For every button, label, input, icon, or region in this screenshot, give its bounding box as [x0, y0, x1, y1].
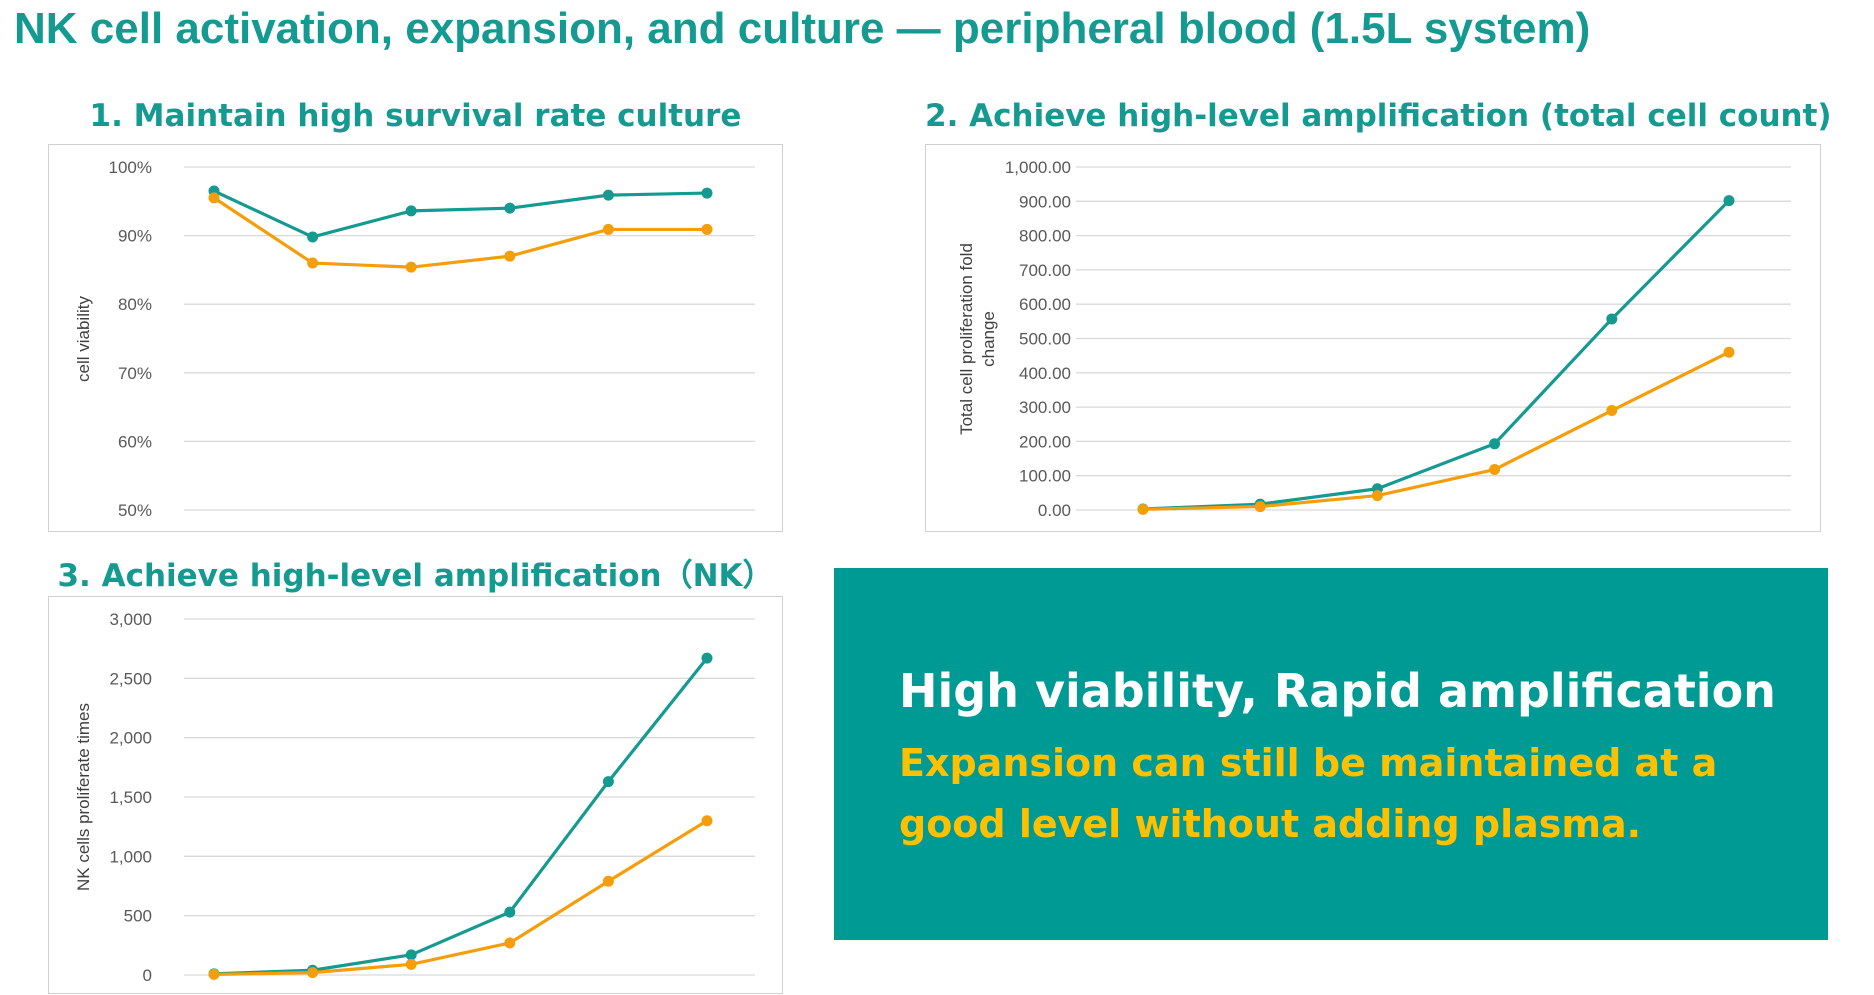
- data-point: [701, 815, 713, 827]
- chart-title-nk: 3. Achieve high-level amplification（NK）: [57, 558, 774, 594]
- series-line-1: [1142, 199, 1731, 511]
- y-tick-label: 200.00: [1019, 432, 1071, 451]
- y-tick-label: 0: [143, 966, 152, 985]
- y-axis-label: cell viability: [74, 296, 93, 382]
- callout-body: Expansion can still be maintained at a g…: [899, 741, 1718, 846]
- data-point: [405, 949, 417, 961]
- data-point: [504, 250, 516, 262]
- y-tick-label: 400.00: [1019, 364, 1071, 383]
- data-point: [405, 205, 417, 217]
- page-title: NK cell activation, expansion, and cultu…: [14, 4, 1591, 53]
- data-point: [504, 937, 516, 949]
- series-line-1: [213, 189, 708, 239]
- data-point: [405, 958, 417, 970]
- data-point: [1606, 405, 1618, 417]
- series-line-2: [1142, 350, 1730, 511]
- chart-viability-svg: cell viability 50% 60% 70% 80% 90% 100%: [74, 158, 755, 520]
- y-axis-label-line2: change: [979, 311, 998, 367]
- data-point: [405, 261, 417, 273]
- y-tick-label: 60%: [118, 432, 152, 451]
- data-point: [307, 231, 319, 243]
- y-tick-label: 90%: [118, 227, 152, 246]
- data-point: [1254, 501, 1266, 513]
- y-tick-label: 800.00: [1019, 227, 1071, 246]
- y-tick-label: 500.00: [1019, 330, 1071, 349]
- chart-nk: NK cells proliferate times 0 500 1,000 1,50…: [48, 596, 783, 994]
- chart-total-cells-svg: Total cell proliferation fold change 0.0…: [957, 158, 1791, 520]
- data-point: [307, 257, 319, 269]
- data-point: [1723, 195, 1735, 207]
- data-point: [307, 967, 319, 979]
- data-point: [1489, 438, 1501, 450]
- series-line-2: [213, 196, 707, 269]
- data-point: [504, 202, 516, 214]
- y-tick-label: 100.00: [1019, 467, 1071, 486]
- y-tick-label: 1,500: [109, 788, 152, 807]
- data-point: [1489, 464, 1501, 476]
- data-point: [701, 652, 713, 664]
- data-point: [602, 776, 614, 788]
- y-tick-label: 300.00: [1019, 398, 1071, 417]
- data-point: [602, 223, 614, 235]
- data-point: [602, 189, 614, 201]
- y-tick-label: 1,000.00: [1005, 158, 1071, 177]
- series-line-1: [213, 657, 709, 976]
- y-tick-label: 3,000: [109, 610, 152, 629]
- callout-headline: High viability, Rapid amplification: [899, 664, 1776, 718]
- chart-title-viability: 1. Maintain high survival rate culture: [89, 98, 742, 134]
- y-axis-label-line1: Total cell proliferation fold: [957, 243, 976, 435]
- data-point: [701, 187, 713, 199]
- y-tick-label: 80%: [118, 295, 152, 314]
- y-axis-label: NK cells proliferate times: [74, 703, 93, 891]
- data-point: [602, 875, 614, 887]
- data-point: [1723, 346, 1735, 358]
- chart-nk-svg: NK cells proliferate times 0 500 1,000 1,50…: [74, 610, 755, 985]
- chart-total-cells: Total cell proliferation fold change 0.0…: [925, 144, 1821, 532]
- chart-viability: cell viability 50% 60% 70% 80% 90% 100%: [48, 144, 783, 532]
- series-line-2: [213, 819, 708, 977]
- y-tick-label: 600.00: [1019, 295, 1071, 314]
- y-tick-label: 2,000: [109, 729, 152, 748]
- y-tick-label: 100%: [109, 158, 152, 177]
- y-tick-label: 1,000: [109, 847, 152, 866]
- y-tick-label: 0.00: [1038, 501, 1071, 520]
- data-point: [208, 192, 220, 204]
- y-tick-label: 2,500: [109, 669, 152, 688]
- data-point: [1371, 490, 1383, 502]
- y-tick-label: 700.00: [1019, 261, 1071, 280]
- y-tick-label: 500: [124, 907, 152, 926]
- y-tick-label: 70%: [118, 364, 152, 383]
- y-tick-label: 50%: [118, 501, 152, 520]
- data-point: [504, 906, 516, 918]
- chart-title-total-cells: 2. Achieve high-level amplification (tot…: [925, 98, 1832, 134]
- summary-callout: High viability, Rapid amplification Expa…: [834, 568, 1828, 940]
- data-point: [1137, 503, 1149, 515]
- data-point: [701, 223, 713, 235]
- y-tick-label: 900.00: [1019, 192, 1071, 211]
- data-point: [208, 968, 220, 980]
- data-point: [1606, 313, 1618, 325]
